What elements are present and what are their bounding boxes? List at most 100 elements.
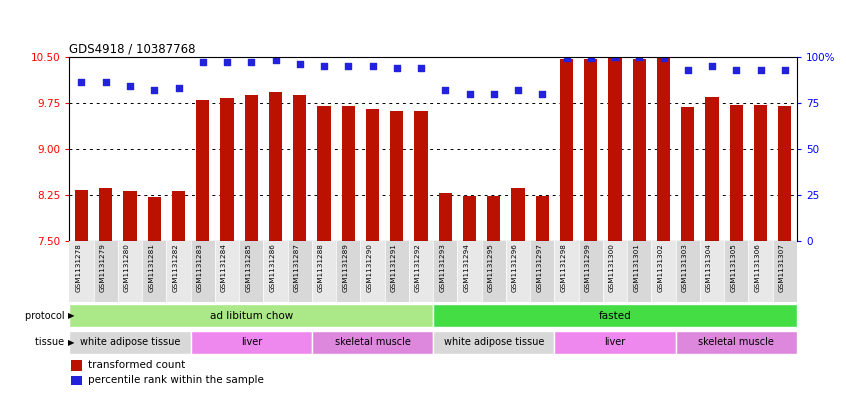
Bar xyxy=(124,191,137,241)
Point xyxy=(196,59,210,65)
Text: protocol: protocol xyxy=(25,310,68,321)
Bar xyxy=(681,107,695,241)
Bar xyxy=(196,100,210,241)
Bar xyxy=(269,92,283,241)
Bar xyxy=(749,241,772,302)
Text: GSM1131297: GSM1131297 xyxy=(536,243,542,292)
Text: white adipose tissue: white adipose tissue xyxy=(443,337,544,347)
Text: fasted: fasted xyxy=(599,310,631,321)
Bar xyxy=(312,241,336,302)
Bar xyxy=(220,99,233,241)
Bar xyxy=(94,241,118,302)
Bar xyxy=(530,241,554,302)
Bar xyxy=(481,241,506,302)
Bar xyxy=(676,241,700,302)
Point xyxy=(269,57,283,63)
Point xyxy=(74,79,88,86)
Bar xyxy=(385,241,409,302)
Point xyxy=(99,79,113,86)
Text: transformed count: transformed count xyxy=(88,360,185,370)
Bar xyxy=(724,241,749,302)
Text: skeletal muscle: skeletal muscle xyxy=(334,337,410,347)
Bar xyxy=(71,360,82,371)
Text: GSM1131304: GSM1131304 xyxy=(706,243,712,292)
Bar xyxy=(608,59,622,241)
Bar xyxy=(554,241,579,302)
Point xyxy=(729,66,743,73)
Text: GSM1131287: GSM1131287 xyxy=(294,243,299,292)
Bar xyxy=(69,241,94,302)
Point xyxy=(487,90,501,97)
Text: ad libitum chow: ad libitum chow xyxy=(210,310,293,321)
Bar xyxy=(633,59,646,241)
Text: GSM1131295: GSM1131295 xyxy=(488,243,494,292)
Text: GSM1131283: GSM1131283 xyxy=(197,243,203,292)
Bar xyxy=(458,241,481,302)
Text: GSM1131293: GSM1131293 xyxy=(439,243,445,292)
Text: skeletal muscle: skeletal muscle xyxy=(698,337,774,347)
Bar xyxy=(754,105,767,241)
Bar xyxy=(239,241,263,302)
Point xyxy=(536,90,549,97)
Bar xyxy=(536,196,549,241)
Text: GSM1131284: GSM1131284 xyxy=(221,243,227,292)
Bar xyxy=(172,191,185,241)
Text: GSM1131290: GSM1131290 xyxy=(366,243,372,292)
Text: GSM1131301: GSM1131301 xyxy=(634,243,640,292)
Bar xyxy=(433,304,797,327)
Bar xyxy=(560,59,574,241)
Bar xyxy=(336,241,360,302)
Bar xyxy=(312,331,433,354)
Text: GSM1131286: GSM1131286 xyxy=(270,243,276,292)
Text: GSM1131291: GSM1131291 xyxy=(391,243,397,292)
Text: GSM1131285: GSM1131285 xyxy=(245,243,251,292)
Text: GSM1131279: GSM1131279 xyxy=(100,243,106,292)
Bar xyxy=(263,241,288,302)
Text: GSM1131300: GSM1131300 xyxy=(609,243,615,292)
Text: GSM1131288: GSM1131288 xyxy=(318,243,324,292)
Bar xyxy=(584,59,597,241)
Point xyxy=(463,90,476,97)
Text: ▶: ▶ xyxy=(68,338,74,347)
Point xyxy=(365,63,379,69)
Text: GDS4918 / 10387768: GDS4918 / 10387768 xyxy=(69,42,196,55)
Bar xyxy=(409,241,433,302)
Bar xyxy=(342,106,355,241)
Text: liver: liver xyxy=(604,337,626,347)
Text: GSM1131307: GSM1131307 xyxy=(779,243,785,292)
Point xyxy=(172,85,185,91)
Text: GSM1131280: GSM1131280 xyxy=(124,243,130,292)
Point xyxy=(415,64,428,71)
Bar xyxy=(190,331,312,354)
Bar xyxy=(433,241,458,302)
Bar xyxy=(390,111,404,241)
Point xyxy=(438,87,452,93)
Bar xyxy=(215,241,239,302)
Bar xyxy=(729,105,743,241)
Text: GSM1131281: GSM1131281 xyxy=(148,243,154,292)
Bar xyxy=(317,106,331,241)
Bar xyxy=(656,59,670,241)
Bar xyxy=(360,241,385,302)
Text: liver: liver xyxy=(240,337,262,347)
Text: GSM1131305: GSM1131305 xyxy=(730,243,736,292)
Bar xyxy=(288,241,312,302)
Bar xyxy=(487,196,501,241)
Text: GSM1131298: GSM1131298 xyxy=(561,243,567,292)
Bar xyxy=(433,331,554,354)
Point xyxy=(317,63,331,69)
Bar xyxy=(293,95,306,241)
Bar xyxy=(700,241,724,302)
Text: GSM1131289: GSM1131289 xyxy=(343,243,349,292)
Bar xyxy=(147,197,161,241)
Bar xyxy=(579,241,603,302)
Bar xyxy=(506,241,530,302)
Text: GSM1131299: GSM1131299 xyxy=(585,243,591,292)
Bar xyxy=(71,376,82,385)
Point xyxy=(342,63,355,69)
Bar xyxy=(772,241,797,302)
Bar xyxy=(627,241,651,302)
Bar xyxy=(651,241,676,302)
Bar xyxy=(99,188,113,241)
Point xyxy=(390,64,404,71)
